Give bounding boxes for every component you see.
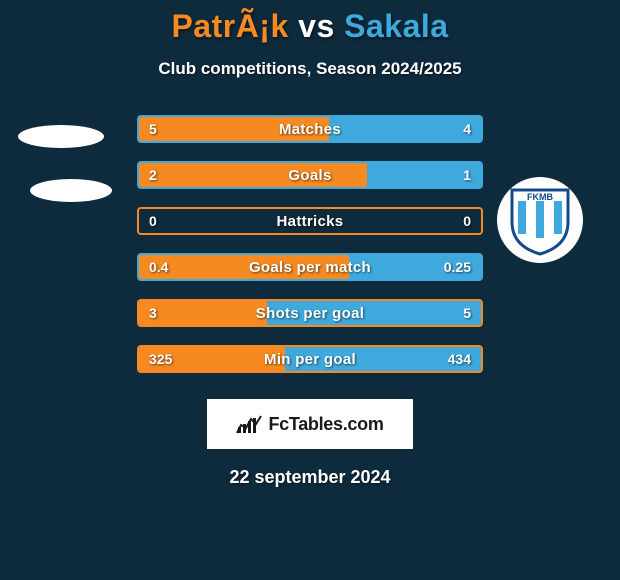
stat-row: 35Shots per goal <box>137 299 483 327</box>
stat-fill-right <box>267 301 481 325</box>
stat-fill-right <box>329 117 481 141</box>
stat-row: 21Goals <box>137 161 483 189</box>
club-placeholder-left <box>18 125 104 148</box>
stat-row: 0.40.25Goals per match <box>137 253 483 281</box>
stat-fill-left <box>139 163 367 187</box>
vs-label: vs <box>298 8 335 44</box>
branding-text: FcTables.com <box>268 414 383 435</box>
title: PatrÃ¡k vs Sakala <box>0 0 620 45</box>
stat-fill-left <box>139 301 267 325</box>
subtitle: Club competitions, Season 2024/2025 <box>0 59 620 79</box>
svg-text:FKMB: FKMB <box>527 192 553 202</box>
stat-row: 54Matches <box>137 115 483 143</box>
stat-fill-right <box>349 255 481 279</box>
stat-fill-right <box>367 163 481 187</box>
stat-fill-left <box>139 117 329 141</box>
stat-fill-left <box>139 255 349 279</box>
stat-value-left: 0 <box>149 209 157 233</box>
date-label: 22 september 2024 <box>0 467 620 488</box>
stat-label: Hattricks <box>139 209 481 233</box>
stat-fill-left <box>139 347 285 371</box>
player1-name: PatrÃ¡k <box>171 8 288 44</box>
player2-name: Sakala <box>344 8 448 44</box>
club-placeholder-left <box>30 179 112 202</box>
chart-icon <box>236 413 262 435</box>
stat-row: 0 0Hattricks <box>137 207 483 235</box>
branding-box: FcTables.com <box>207 399 413 449</box>
stat-row: 325434Min per goal <box>137 345 483 373</box>
stat-value-right: 0 <box>463 209 471 233</box>
club-badge-right: FKMB <box>497 177 583 263</box>
stat-fill-right <box>285 347 481 371</box>
